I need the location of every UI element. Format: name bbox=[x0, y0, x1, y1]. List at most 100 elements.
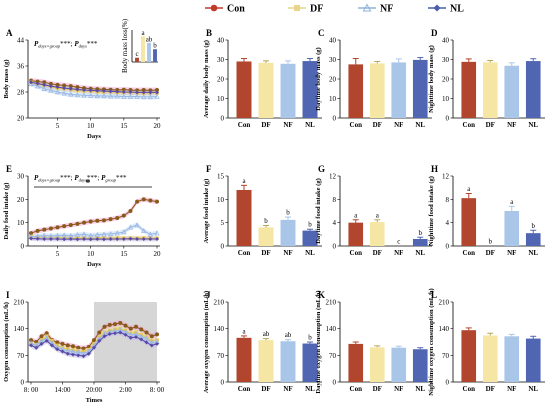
x-tick-label-G: DF bbox=[373, 249, 382, 257]
significance-letter-F: b bbox=[264, 217, 268, 225]
inset-bar-NL bbox=[153, 49, 157, 62]
x-tick-label-J: NL bbox=[305, 385, 315, 393]
point-E-NF bbox=[61, 232, 67, 238]
point-I-NL bbox=[118, 330, 123, 335]
y-axis-title-I: Oxygen consumption (mL/h) bbox=[3, 302, 10, 382]
point-A-NL bbox=[115, 89, 120, 94]
y-tick-label-J: 210 bbox=[214, 299, 225, 307]
series-line-I-NF bbox=[30, 329, 158, 354]
point-A-NF bbox=[154, 93, 160, 99]
point-I-Con bbox=[118, 320, 123, 325]
point-A-NF bbox=[41, 85, 47, 91]
point-I-DF bbox=[34, 342, 39, 347]
x-tick-label-A: 15 bbox=[120, 122, 128, 130]
significance-letter-G: c bbox=[397, 238, 400, 246]
point-I-Con bbox=[44, 331, 49, 336]
point-A-NL bbox=[29, 80, 33, 85]
point-E-Con bbox=[29, 231, 33, 236]
point-I-NL bbox=[144, 340, 149, 345]
y-tick-label-K: 210 bbox=[326, 299, 337, 307]
point-E-Con bbox=[55, 225, 60, 230]
point-A-NF bbox=[54, 89, 61, 95]
point-A-NL bbox=[101, 89, 106, 94]
point-A-NL bbox=[95, 88, 100, 93]
y-tick-label-D: 20 bbox=[442, 76, 450, 84]
point-E-NL bbox=[155, 237, 159, 241]
x-tick-label-L: Con bbox=[463, 385, 476, 393]
y-tick-label-K: 140 bbox=[326, 325, 337, 333]
x-tick-label-C: NF bbox=[394, 121, 403, 129]
point-E-NF bbox=[134, 222, 140, 228]
point-I-Con bbox=[107, 322, 112, 327]
x-tick-label-G: Con bbox=[350, 249, 363, 257]
bar-J-NL bbox=[302, 343, 318, 382]
bar-G-Con bbox=[348, 222, 364, 246]
point-E-NL bbox=[101, 237, 106, 242]
x-tick-label-J: DF bbox=[261, 385, 270, 393]
point-I-Con bbox=[65, 343, 70, 348]
point-A-NF bbox=[141, 94, 147, 100]
y-axis-title-L: Nighttime oxygen consumption (mL/h) bbox=[428, 288, 435, 395]
point-A-Con bbox=[155, 88, 159, 93]
y-tick-label-F: 5 bbox=[221, 219, 225, 227]
significance-letter-J: a bbox=[242, 327, 246, 335]
significance-letter-F: a bbox=[242, 177, 246, 185]
point-I-NL bbox=[97, 338, 102, 343]
point-I-Con bbox=[155, 332, 159, 337]
bar-D-NL bbox=[525, 61, 541, 118]
legend-marker-NL bbox=[433, 4, 441, 12]
x-tick-label-E: 20 bbox=[154, 250, 162, 258]
point-I-NL bbox=[128, 335, 133, 340]
point-E-NL bbox=[48, 237, 53, 241]
point-I-NL bbox=[39, 341, 44, 346]
significance-letter-J: ab bbox=[263, 330, 270, 338]
y-tick-label-E: 30 bbox=[17, 173, 25, 181]
point-E-Con bbox=[128, 209, 133, 213]
panel-label-G: G bbox=[318, 164, 325, 174]
point-E-Con bbox=[141, 197, 146, 202]
x-tick-label-B: DF bbox=[261, 121, 270, 129]
point-I-Con bbox=[81, 346, 86, 351]
x-tick-label-B: Con bbox=[238, 121, 251, 129]
point-I-NL bbox=[55, 347, 60, 352]
significance-letter-J: b bbox=[308, 334, 312, 342]
point-A-NL bbox=[155, 90, 159, 95]
point-E-NF bbox=[141, 227, 147, 234]
point-I-Con bbox=[60, 341, 65, 346]
point-I-NL bbox=[71, 352, 75, 357]
stats-part-E: P bbox=[34, 174, 39, 182]
y-tick-label-I: 140 bbox=[14, 325, 25, 333]
point-A-NF bbox=[134, 93, 140, 99]
bar-F-NF bbox=[280, 219, 296, 246]
point-E-Con bbox=[42, 227, 47, 232]
point-A-NL bbox=[42, 82, 47, 87]
bar-J-Con bbox=[236, 337, 252, 382]
point-E-Con bbox=[148, 198, 153, 203]
y-tick-label-H: 0 bbox=[446, 243, 450, 251]
stats-part-E: group bbox=[105, 178, 116, 183]
point-E-Con bbox=[62, 224, 67, 229]
point-E-NL bbox=[75, 237, 80, 242]
point-A-NL bbox=[68, 86, 73, 91]
x-tick-label-D: NF bbox=[507, 121, 516, 129]
significance-letter-H: a bbox=[510, 198, 514, 206]
point-A-NL bbox=[48, 84, 53, 89]
x-tick-label-I: 20:00 bbox=[86, 386, 102, 394]
inset-bar-NF bbox=[147, 42, 151, 62]
y-tick-label-D: 30 bbox=[442, 56, 450, 64]
y-tick-label-I: 0 bbox=[21, 379, 25, 387]
y-tick-label-D: 40 bbox=[442, 37, 450, 45]
bar-L-NL bbox=[525, 338, 541, 382]
point-E-Con bbox=[108, 217, 113, 222]
x-tick-label-A: 20 bbox=[154, 122, 162, 130]
point-A-NF bbox=[101, 93, 107, 99]
point-A-NL bbox=[108, 89, 113, 94]
y-tick-label-G: 12 bbox=[329, 173, 337, 181]
point-I-Con bbox=[113, 322, 117, 327]
bar-L-NF bbox=[504, 336, 520, 382]
point-A-Con bbox=[48, 81, 53, 86]
y-tick-label-G: 0 bbox=[333, 243, 337, 251]
point-I-NL bbox=[81, 354, 86, 359]
y-tick-label-B: 0 bbox=[221, 115, 225, 123]
stats-part-E: days×group bbox=[38, 178, 61, 183]
